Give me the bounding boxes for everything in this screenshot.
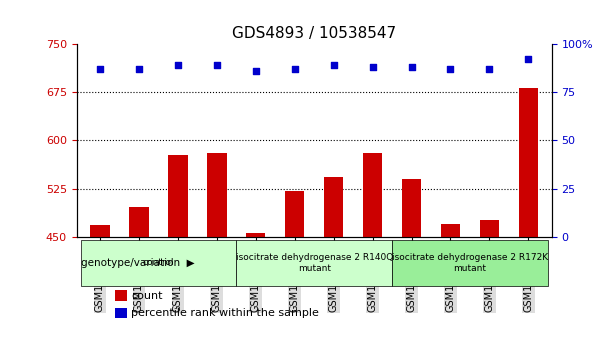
Bar: [207, 153, 227, 237]
Text: isocitrate dehydrogenase 2 R172K
mutant: isocitrate dehydrogenase 2 R172K mutant: [392, 253, 548, 273]
Point: [368, 64, 378, 70]
Point: [446, 66, 455, 72]
Bar: [168, 155, 188, 237]
Bar: [402, 179, 421, 237]
Bar: [115, 290, 126, 301]
Point: [134, 66, 144, 72]
Point: [95, 66, 105, 72]
Point: [329, 62, 338, 68]
Point: [251, 68, 261, 74]
Text: control: control: [143, 258, 174, 268]
FancyBboxPatch shape: [392, 240, 548, 286]
Text: isocitrate dehydrogenase 2 R140Q
mutant: isocitrate dehydrogenase 2 R140Q mutant: [235, 253, 393, 273]
Point: [290, 66, 300, 72]
Bar: [129, 207, 149, 237]
Point: [212, 62, 222, 68]
Point: [406, 64, 416, 70]
Bar: [441, 224, 460, 237]
Bar: [246, 233, 265, 237]
Bar: [519, 88, 538, 237]
Bar: [115, 307, 126, 318]
Point: [524, 56, 533, 62]
FancyBboxPatch shape: [80, 240, 236, 286]
Text: percentile rank within the sample: percentile rank within the sample: [131, 308, 319, 318]
Text: genotype/variation  ▶: genotype/variation ▶: [82, 258, 195, 268]
Point: [484, 66, 494, 72]
Point: [173, 62, 183, 68]
Bar: [479, 220, 499, 237]
Title: GDS4893 / 10538547: GDS4893 / 10538547: [232, 26, 396, 41]
Text: count: count: [131, 290, 163, 301]
Bar: [285, 191, 305, 237]
Bar: [363, 152, 383, 237]
Bar: [90, 225, 110, 237]
FancyBboxPatch shape: [236, 240, 392, 286]
Bar: [324, 177, 343, 237]
